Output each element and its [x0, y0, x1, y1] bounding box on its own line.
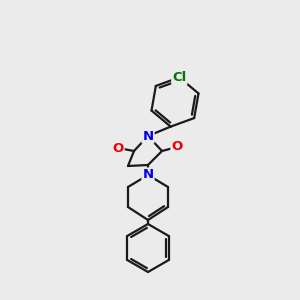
Text: O: O: [112, 142, 124, 154]
Text: O: O: [171, 140, 183, 154]
Text: N: N: [142, 130, 154, 142]
Text: N: N: [142, 169, 154, 182]
Text: Cl: Cl: [172, 71, 187, 84]
